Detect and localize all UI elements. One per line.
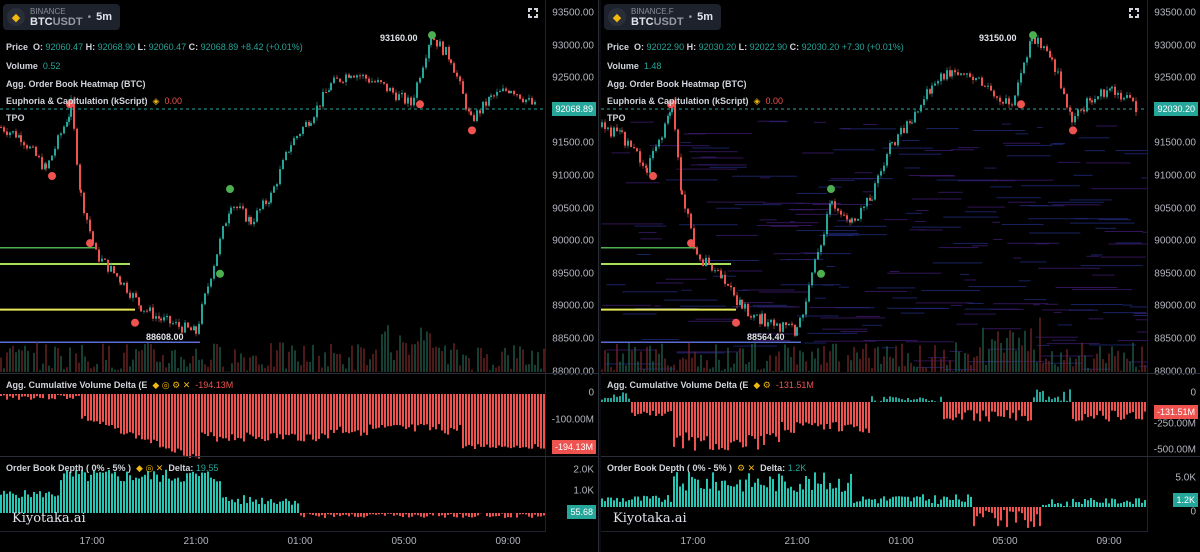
timeframe-label: 5m <box>697 11 713 23</box>
chart-panel-left[interactable]: ◆ BINANCE BTCUSDT • 5m Price O: 92060.47… <box>0 0 599 552</box>
depth-tick: 1.0K <box>573 485 594 497</box>
left-chart-canvas[interactable] <box>0 0 598 552</box>
price-tick: 91000.00 <box>1154 170 1196 182</box>
price-tick: 91500.00 <box>1154 137 1196 149</box>
symbol-pair: BTCUSDT <box>30 15 83 28</box>
price-tick: 90500.00 <box>552 203 594 215</box>
time-tick: 09:00 <box>495 536 521 547</box>
cvd-legend[interactable]: Agg. Cumulative Volume Delta (E ◆ ◎ ⚙ ✕ … <box>6 380 234 390</box>
time-tick: 17:00 <box>79 536 105 547</box>
time-tick: 21:00 <box>784 536 810 547</box>
price-tick: 88500.00 <box>552 333 594 345</box>
price-tick: 92500.00 <box>552 72 594 84</box>
binance-logo-icon: ◆ <box>7 8 25 26</box>
time-tick: 01:00 <box>287 536 313 547</box>
exchange-name: BINANCE <box>30 6 66 16</box>
price-tick: 92500.00 <box>1154 72 1196 84</box>
price-legend: Price O: 92022.90 H: 92030.20 L: 92022.9… <box>607 42 904 52</box>
cvd-legend[interactable]: Agg. Cumulative Volume Delta (E ◆ ⚙ -131… <box>607 380 814 390</box>
price-tick: 91500.00 <box>552 137 594 149</box>
cvd-tick: 0 <box>1190 387 1196 399</box>
time-tick: 05:00 <box>992 536 1018 547</box>
symbol-badge[interactable]: ◆ BINANCE.F BTCUSDT • 5m <box>604 4 721 30</box>
time-axis[interactable]: 17:00 21:00 01:00 05:00 09:00 <box>0 531 546 552</box>
euphoria-legend[interactable]: Euphoria & Capitulation (kScript) ◈ 0.00 <box>607 96 783 106</box>
price-tick: 91000.00 <box>552 170 594 182</box>
price-tick: 90000.00 <box>1154 235 1196 247</box>
symbol-badge[interactable]: ◆ BINANCE BTCUSDT • 5m <box>3 4 120 30</box>
depth-legend[interactable]: Order Book Depth ( 0% - 5% ) ◆ ◎ ✕ Delta… <box>6 463 219 473</box>
depth-tick: 5.0K <box>1175 472 1196 484</box>
depth-legend[interactable]: Order Book Depth ( 0% - 5% ) ⚙ ✕ Delta: … <box>607 463 807 473</box>
kiyotaka-watermark: Kiyotaka.ai <box>613 511 687 526</box>
price-tick: 88000.00 <box>1154 366 1196 378</box>
binance-logo-icon: ◆ <box>608 8 626 26</box>
low-annotation: 88608.00 <box>146 332 184 342</box>
high-annotation: 93160.00 <box>380 33 418 43</box>
settings-icon: ◈ <box>152 96 160 106</box>
heatmap-legend[interactable]: Agg. Order Book Heatmap (BTC) <box>6 79 146 89</box>
price-axis[interactable]: 93500.0093000.0092500.0092000.0091500.00… <box>1147 0 1200 532</box>
cvd-tick: 0 <box>588 387 594 399</box>
price-tick: 89500.00 <box>552 268 594 280</box>
chart-panel-right[interactable]: ◆ BINANCE.F BTCUSDT • 5m Price O: 92022.… <box>601 0 1200 552</box>
fullscreen-icon[interactable] <box>528 8 538 18</box>
time-axis[interactable]: 17:00 21:00 01:00 05:00 09:00 <box>601 531 1148 552</box>
euphoria-legend[interactable]: Euphoria & Capitulation (kScript) ◈ 0.00 <box>6 96 182 106</box>
price-tick: 88000.00 <box>552 366 594 378</box>
separator-dot: • <box>688 11 693 23</box>
cvd-last-tag: -131.51M <box>1153 405 1198 419</box>
volume-legend: Volume 0.52 <box>6 61 61 71</box>
price-tick: 89500.00 <box>1154 268 1196 280</box>
cvd-tick: -500.00M <box>1153 444 1196 456</box>
depth-last-tag: 55.68 <box>567 505 596 519</box>
timeframe-label: 5m <box>96 11 112 23</box>
depth-tick: 2.0K <box>573 464 594 476</box>
depth-last-tag: 1.2K <box>1173 493 1198 507</box>
price-tick: 89000.00 <box>1154 300 1196 312</box>
kiyotaka-watermark: Kiyotaka.ai <box>12 511 86 526</box>
price-tick: 88500.00 <box>1154 333 1196 345</box>
last-price-tag: 92068.89 <box>552 102 596 116</box>
price-tick: 89000.00 <box>552 300 594 312</box>
pane-separator[interactable] <box>0 373 598 374</box>
depth-tick: 0 <box>1190 506 1196 518</box>
cvd-last-tag: -194.13M <box>551 440 596 454</box>
exchange-name: BINANCE.F <box>631 6 674 16</box>
pane-separator[interactable] <box>601 373 1200 374</box>
time-tick: 21:00 <box>183 536 209 547</box>
time-tick: 09:00 <box>1096 536 1122 547</box>
price-tick: 93000.00 <box>1154 40 1196 52</box>
last-price-tag: 92030.20 <box>1154 102 1198 116</box>
volume-legend: Volume 1.48 <box>607 61 662 71</box>
time-tick: 01:00 <box>888 536 914 547</box>
settings-icon: ◈ <box>753 96 761 106</box>
price-tick: 90000.00 <box>552 235 594 247</box>
price-tick: 90500.00 <box>1154 203 1196 215</box>
cvd-tick: -100.00M <box>551 414 594 426</box>
tpo-legend[interactable]: TPO <box>6 113 25 123</box>
cvd-tick: -250.00M <box>1153 418 1196 430</box>
pane-separator[interactable] <box>0 456 598 457</box>
price-legend: Price O: 92060.47 H: 92068.90 L: 92060.4… <box>6 42 303 52</box>
tpo-legend[interactable]: TPO <box>607 113 626 123</box>
low-annotation: 88564.40 <box>747 332 785 342</box>
price-tick: 93500.00 <box>1154 7 1196 19</box>
pane-separator[interactable] <box>601 456 1200 457</box>
fullscreen-icon[interactable] <box>1129 8 1139 18</box>
heatmap-legend[interactable]: Agg. Order Book Heatmap (BTC) <box>607 79 747 89</box>
price-tick: 93000.00 <box>552 40 594 52</box>
time-tick: 05:00 <box>391 536 417 547</box>
symbol-pair: BTCUSDT <box>631 15 684 28</box>
high-annotation: 93150.00 <box>979 33 1017 43</box>
time-tick: 17:00 <box>680 536 706 547</box>
price-tick: 93500.00 <box>552 7 594 19</box>
separator-dot: • <box>87 11 92 23</box>
